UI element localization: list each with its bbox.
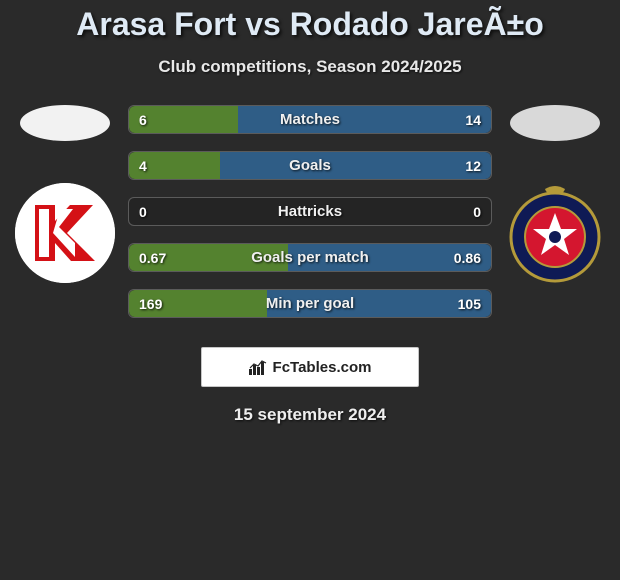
stat-row: 614Matches	[128, 105, 492, 134]
main-row: 614Matches 412Goals 00Hattricks 0.670.86Goa…	[0, 105, 620, 335]
stat-label: Min per goal	[129, 290, 491, 317]
stat-row: 412Goals	[128, 151, 492, 180]
stat-row: 0.670.86Goals per match	[128, 243, 492, 272]
date-line: 15 september 2024	[0, 405, 620, 425]
stat-label: Goals per match	[129, 244, 491, 271]
stat-label: Hattricks	[129, 198, 491, 225]
stat-label: Goals	[129, 152, 491, 179]
right-club-badge	[505, 183, 605, 283]
brand-text: FcTables.com	[273, 359, 372, 376]
comparison-card: Arasa Fort vs Rodado JareÃ±o Club compet…	[0, 0, 620, 425]
bars-chart-icon	[249, 359, 269, 375]
wisla-badge-icon	[505, 183, 605, 283]
brand-watermark: FcTables.com	[201, 347, 419, 387]
right-player-col	[500, 105, 610, 283]
right-player-silhouette	[510, 105, 600, 141]
left-club-badge	[15, 183, 115, 283]
lks-badge-icon	[15, 183, 115, 283]
subtitle: Club competitions, Season 2024/2025	[0, 57, 620, 77]
left-player-col	[10, 105, 120, 283]
page-title: Arasa Fort vs Rodado JareÃ±o	[0, 6, 620, 43]
stat-label: Matches	[129, 106, 491, 133]
left-player-silhouette	[20, 105, 110, 141]
stat-row: 00Hattricks	[128, 197, 492, 226]
stat-bars: 614Matches 412Goals 00Hattricks 0.670.86Goa…	[120, 105, 500, 335]
stat-row: 169105Min per goal	[128, 289, 492, 318]
